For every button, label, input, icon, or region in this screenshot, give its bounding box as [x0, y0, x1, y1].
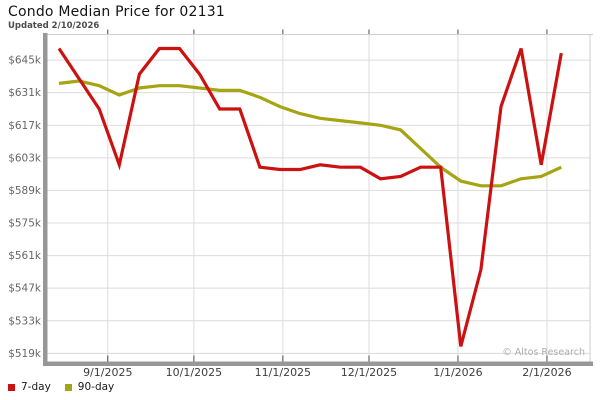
- svg-text:$519k: $519k: [8, 348, 42, 360]
- svg-text:$575k: $575k: [8, 218, 42, 230]
- svg-text:9/1/2025: 9/1/2025: [83, 366, 132, 379]
- svg-text:$617k: $617k: [8, 120, 42, 132]
- svg-text:$645k: $645k: [8, 55, 42, 67]
- legend-label-90-day: 90-day: [77, 381, 115, 393]
- chart-title: Condo Median Price for 02131: [8, 4, 225, 20]
- legend-swatch-7-day-icon: [8, 384, 15, 391]
- svg-text:1/1/2026: 1/1/2026: [433, 366, 482, 379]
- svg-text:$631k: $631k: [8, 87, 42, 99]
- svg-text:$547k: $547k: [8, 283, 42, 295]
- legend-label-7-day: 7-day: [21, 381, 51, 393]
- svg-text:$561k: $561k: [8, 250, 42, 262]
- chart-legend: 7-day 90-day: [8, 382, 128, 393]
- svg-text:2/1/2026: 2/1/2026: [522, 366, 571, 379]
- svg-text:$533k: $533k: [8, 315, 42, 327]
- svg-text:11/1/2025: 11/1/2025: [255, 366, 311, 379]
- altos-research-watermark: © Altos Research: [502, 347, 585, 358]
- svg-text:$603k: $603k: [8, 152, 42, 164]
- svg-text:12/1/2025: 12/1/2025: [341, 366, 397, 379]
- svg-text:$589k: $589k: [8, 185, 42, 197]
- chart-updated-date: Updated 2/10/2026: [8, 21, 100, 31]
- svg-text:10/1/2025: 10/1/2025: [166, 366, 222, 379]
- legend-swatch-90-day-icon: [64, 384, 72, 391]
